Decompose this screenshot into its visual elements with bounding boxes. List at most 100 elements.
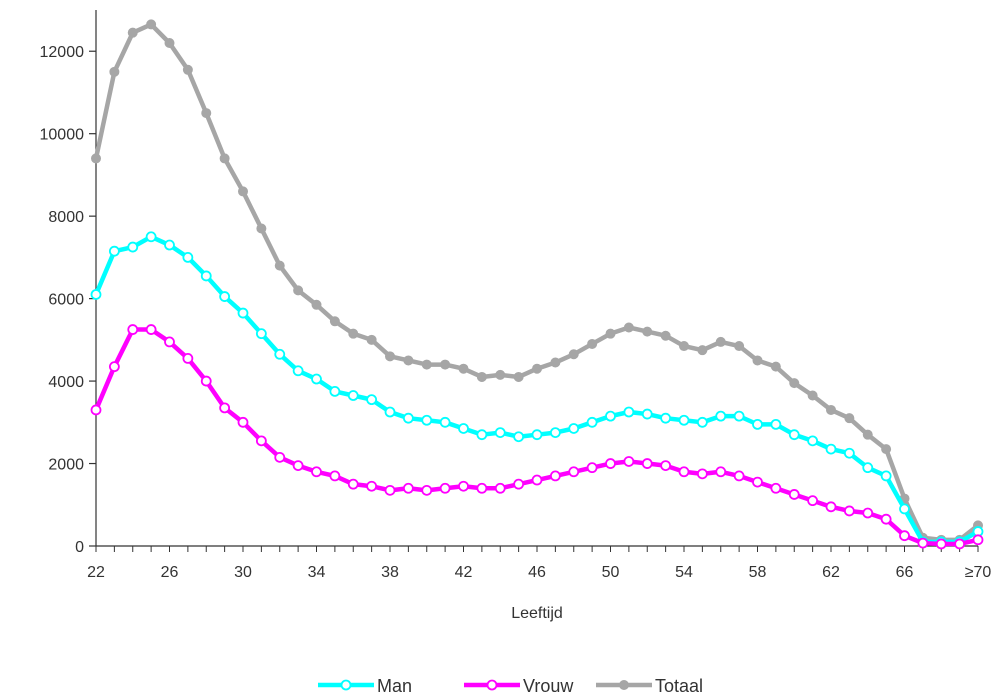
y-tick-label: 2000	[48, 457, 84, 474]
data-point	[91, 153, 101, 164]
data-point	[807, 390, 818, 401]
data-point	[274, 348, 286, 360]
data-point	[366, 334, 377, 345]
data-point	[476, 371, 487, 382]
data-point	[182, 251, 194, 263]
data-point	[108, 361, 120, 373]
data-point	[642, 326, 653, 337]
data-point	[237, 307, 249, 319]
data-point	[917, 537, 929, 549]
legend-label: Man	[377, 676, 412, 695]
x-tick-label: 54	[675, 564, 693, 581]
data-point	[329, 470, 341, 482]
data-point	[697, 345, 708, 356]
data-point	[476, 429, 488, 441]
x-tick-label: 22	[87, 564, 105, 581]
data-point	[182, 352, 194, 364]
legend-label: Vrouw	[523, 676, 574, 695]
data-point	[954, 538, 966, 550]
data-point	[402, 412, 414, 424]
data-point	[862, 462, 874, 474]
data-point	[568, 423, 580, 434]
y-tick-label: 0	[75, 539, 84, 556]
data-point	[549, 427, 561, 439]
data-point	[329, 385, 341, 397]
data-point	[826, 404, 836, 415]
data-point	[623, 406, 635, 418]
x-axis-title: Leeftijd	[511, 605, 563, 622]
x-tick-label: ≥70	[965, 564, 992, 581]
y-tick-label: 10000	[40, 127, 85, 144]
x-tick-label: 62	[822, 564, 840, 581]
data-point	[752, 418, 763, 430]
data-point	[458, 363, 469, 374]
data-point	[127, 324, 139, 335]
data-point	[476, 482, 488, 494]
y-tick-label: 8000	[48, 209, 84, 226]
data-point	[274, 260, 285, 271]
data-point	[679, 341, 689, 352]
legend-swatch-marker	[619, 680, 629, 690]
data-point	[715, 410, 727, 422]
data-point	[641, 408, 653, 420]
series-layer	[90, 19, 984, 550]
data-point	[311, 373, 322, 385]
x-tick-label: 42	[455, 564, 473, 581]
data-point	[660, 330, 671, 341]
data-point	[696, 468, 708, 480]
data-point	[531, 474, 543, 486]
data-point	[164, 37, 175, 48]
legend-swatch-marker	[340, 679, 352, 691]
data-point	[458, 480, 469, 492]
series-line-man	[93, 234, 981, 545]
data-point	[862, 429, 873, 440]
data-point	[200, 270, 212, 282]
data-point	[329, 316, 340, 327]
data-point	[843, 505, 855, 517]
data-point	[292, 365, 304, 377]
x-tick-label: 30	[234, 564, 252, 581]
axes	[95, 10, 978, 547]
data-point	[145, 324, 157, 335]
legend-item-vrouw: Vrouw	[464, 676, 574, 695]
data-point	[348, 328, 359, 339]
data-point	[256, 223, 267, 234]
data-point	[237, 416, 249, 428]
data-point	[311, 466, 322, 478]
data-point	[825, 501, 837, 513]
data-point	[587, 338, 598, 349]
data-point	[347, 478, 359, 490]
x-tick-label: 50	[602, 564, 620, 581]
data-point	[385, 351, 395, 362]
data-point	[752, 355, 763, 366]
data-point	[733, 410, 745, 422]
data-point	[513, 371, 524, 382]
data-point	[494, 482, 506, 494]
x-tick-label: 26	[161, 564, 179, 581]
data-point	[439, 482, 451, 494]
data-point	[696, 416, 708, 428]
data-point	[789, 378, 800, 389]
series-man	[90, 231, 984, 548]
data-point	[311, 299, 322, 310]
data-point	[605, 410, 616, 422]
data-point	[182, 64, 193, 75]
data-point	[366, 394, 378, 406]
data-point	[292, 460, 304, 472]
data-point	[770, 361, 781, 372]
data-point	[108, 245, 120, 257]
legend: Man Vrouw Totaal	[318, 676, 703, 695]
data-point	[605, 328, 616, 339]
data-point	[219, 153, 230, 164]
data-point	[439, 416, 451, 428]
data-point	[899, 530, 910, 542]
data-point	[495, 369, 506, 380]
data-point	[678, 414, 690, 426]
data-point	[880, 513, 892, 525]
data-point	[807, 435, 819, 447]
data-point	[532, 363, 542, 374]
data-point	[494, 427, 506, 439]
data-point	[255, 435, 267, 447]
series-line-totaal	[93, 22, 981, 543]
data-point	[605, 458, 616, 469]
